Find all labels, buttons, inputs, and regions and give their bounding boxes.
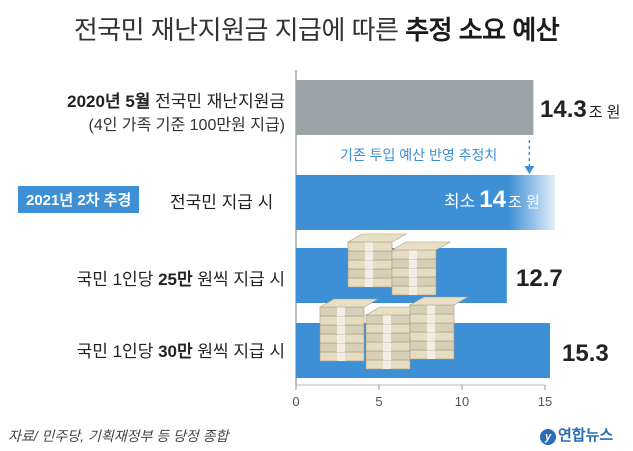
- title-prefix: 전국민 재난지원금 지급에 따른: [73, 15, 399, 45]
- x-tick-label-10: 10: [455, 394, 469, 409]
- chart-title: 전국민 재난지원금 지급에 따른 추정 소요 예산: [0, 10, 633, 47]
- x-tick-label-0: 0: [292, 394, 299, 409]
- row2-badge: 2021년 2차 추경: [18, 186, 140, 213]
- row2-value-unit: 조 원: [507, 194, 540, 211]
- bar-2: [296, 175, 555, 230]
- x-tick-label-5: 5: [375, 394, 382, 409]
- row3-value: 12.7: [516, 265, 563, 293]
- row4-label-bold: 30만: [158, 342, 193, 361]
- row1-value-number: 14.3: [540, 96, 587, 123]
- money-stack-illustration: [318, 233, 470, 370]
- row3-value-number: 12.7: [516, 265, 563, 292]
- row3-label: 국민 1인당 25만 원씩 지급 시: [77, 268, 285, 292]
- row2-value-number: 14: [479, 186, 506, 213]
- row4-value-number: 15.3: [562, 340, 609, 367]
- row2-value-prefix: 최소: [444, 192, 476, 211]
- row3-label-bold: 25만: [158, 270, 193, 289]
- row1-label-rest: 전국민 재난지원금: [150, 92, 285, 111]
- logo-mark-icon: y: [540, 429, 556, 445]
- row3-label-pre: 국민 1인당: [76, 270, 159, 289]
- annotation-arrow-icon: [524, 166, 535, 174]
- x-tick-label-15: 15: [538, 394, 552, 409]
- source-text: 자료/ 민주당, 기획재정부 등 당정 종합: [8, 428, 229, 444]
- title-emphasis: 추정 소요 예산: [405, 15, 560, 45]
- row1-value: 14.3 조 원: [540, 96, 621, 124]
- row1-label-bold: 2020년 5월: [67, 92, 151, 111]
- row2-value: 최소 14 조 원: [444, 186, 540, 214]
- row4-label: 국민 1인당 30만 원씩 지급 시: [77, 340, 285, 364]
- row1-label: 2020년 5월 전국민 재난지원금 (4인 가족 기준 100만원 지급): [67, 90, 285, 138]
- logo: y 연합뉴스: [540, 424, 613, 445]
- bar-1: [296, 80, 534, 135]
- logo-text: 연합뉴스: [558, 427, 614, 444]
- row1-value-unit: 조 원: [588, 104, 621, 121]
- row4-label-rest: 원씩 지급 시: [192, 342, 285, 361]
- row3-label-rest: 원씩 지급 시: [192, 270, 285, 289]
- row2-label: 전국민 지급 시: [170, 193, 274, 212]
- annotation-text: 기존 투입 예산 반영 추정치: [340, 147, 498, 163]
- row4-label-pre: 국민 1인당: [76, 342, 159, 361]
- row4-value: 15.3: [562, 340, 609, 368]
- row1-label-sub: (4인 가족 기준 100만원 지급): [88, 117, 285, 134]
